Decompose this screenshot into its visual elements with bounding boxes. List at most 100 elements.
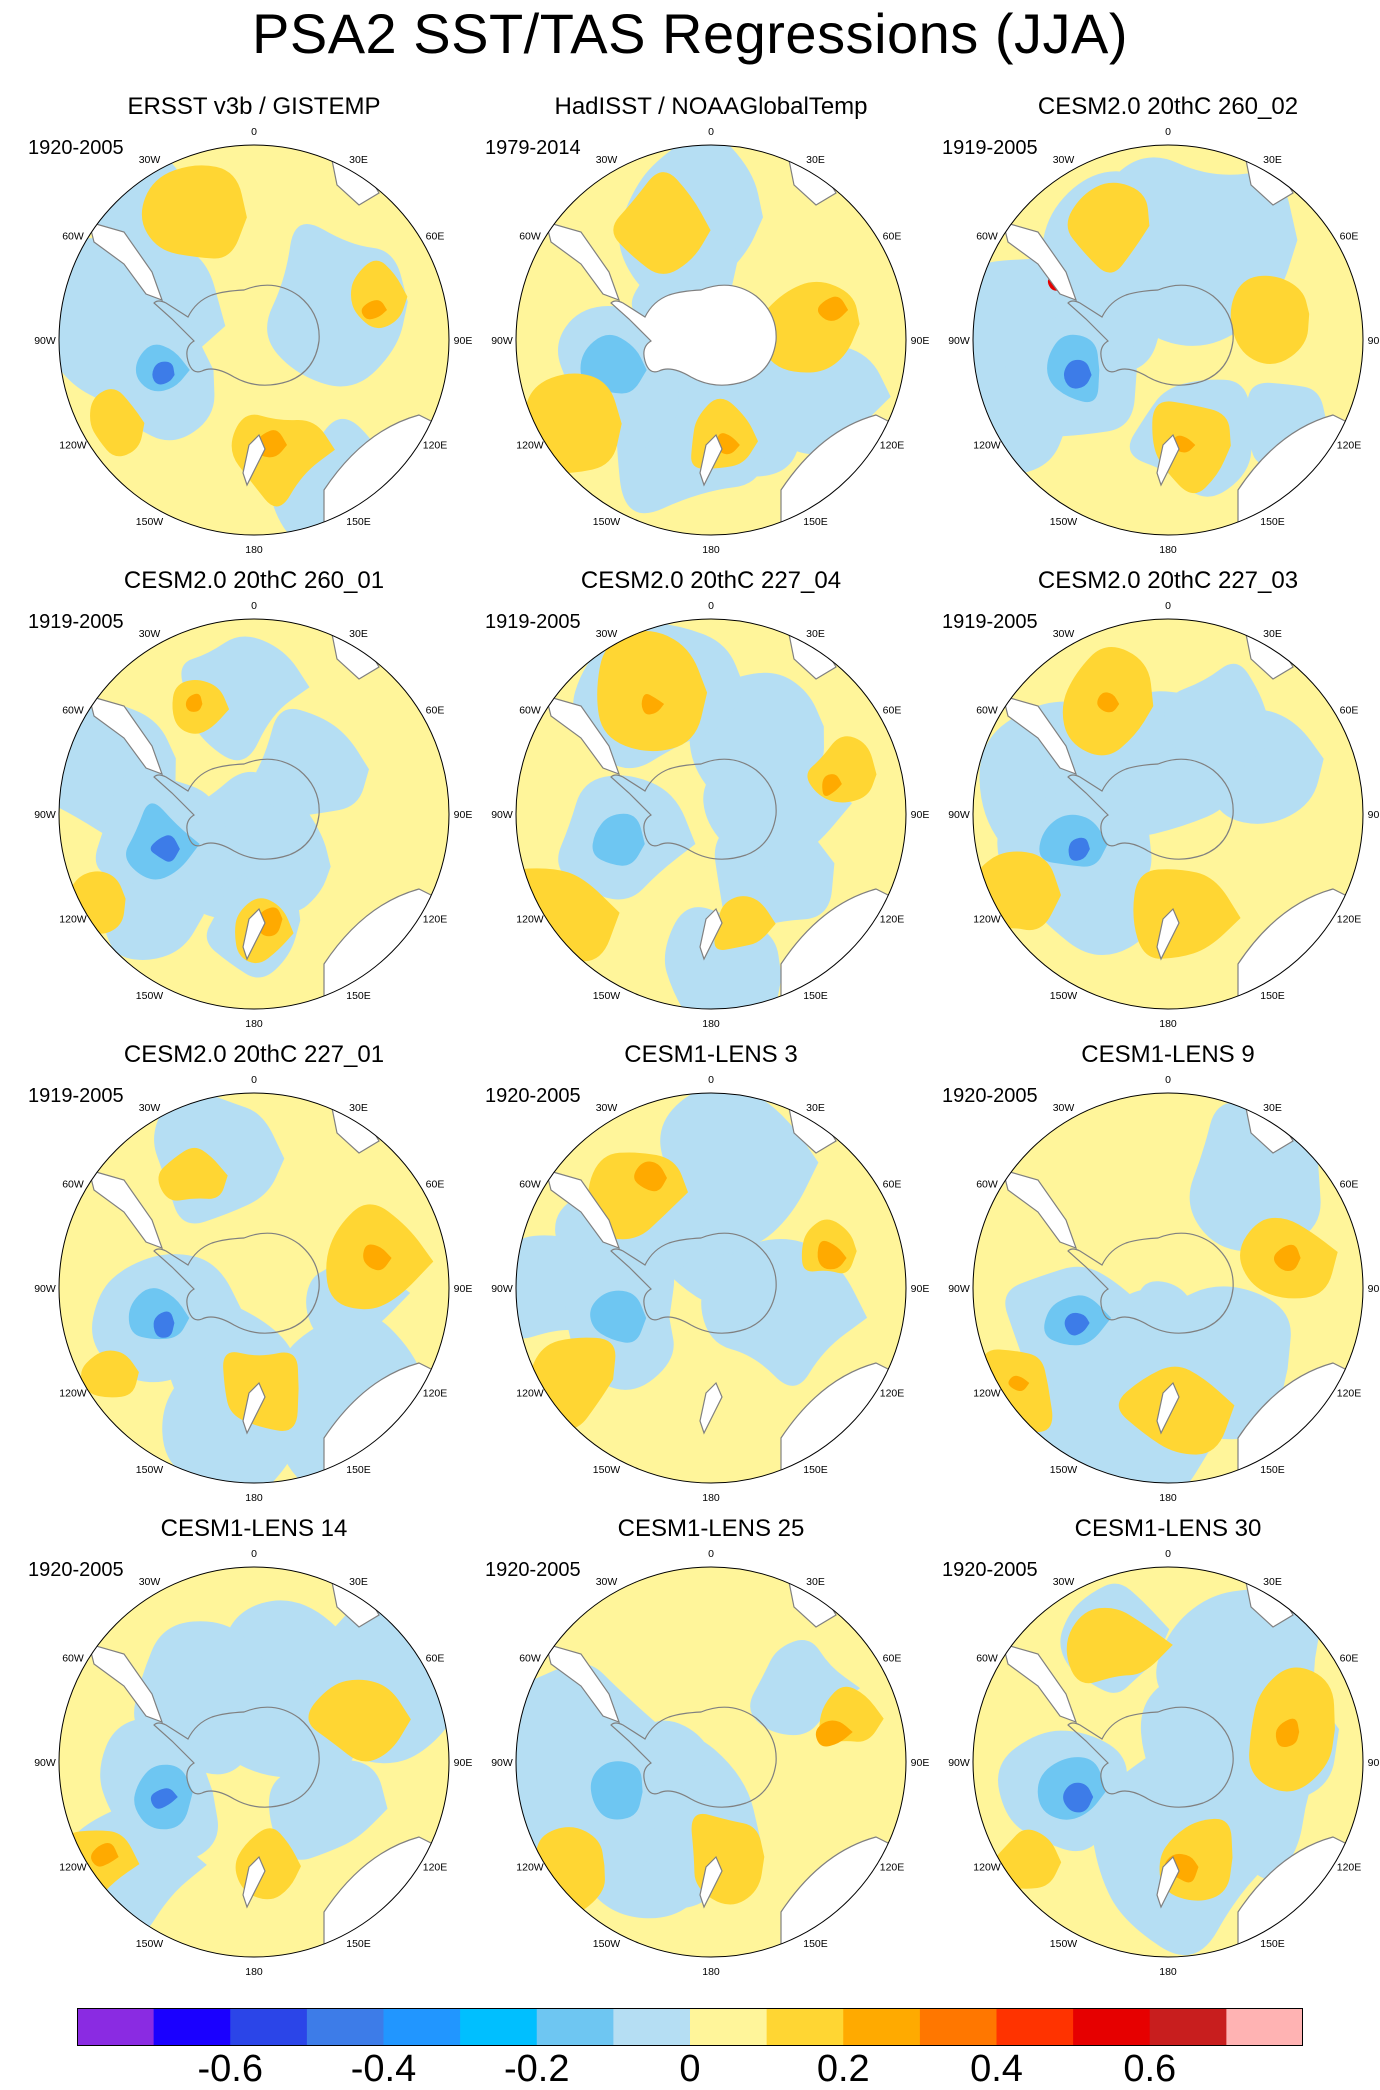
positive-anomaly-strong: [91, 1842, 119, 1867]
antarctica-coastline: [1067, 1232, 1234, 1334]
positive-anomaly-strong: [817, 296, 849, 321]
longitude-label: 30W: [1053, 1576, 1075, 1588]
figure-title: PSA2 SST/TAS Regressions (JJA): [252, 2, 1128, 65]
longitude-label: 60E: [1340, 231, 1359, 243]
longitude-label: 120W: [516, 914, 544, 926]
land-mass: [545, 1169, 620, 1250]
polar-map: CESM1-LENS 25 1920-2005 0 30E 60E 90E 120E 150E…: [485, 1515, 929, 1978]
longitude-label: 90E: [1368, 1757, 1380, 1769]
longitude-label: 60E: [1340, 1653, 1359, 1665]
panel-period: 1919-2005: [28, 611, 124, 633]
longitude-label: 90E: [454, 1283, 473, 1295]
negative-anomaly: [242, 803, 331, 912]
longitude-label: 90E: [1368, 335, 1380, 347]
colorbar-swatch: [1073, 2008, 1151, 2046]
longitude-label: 180: [702, 1966, 720, 1978]
map-field: [516, 1093, 906, 1483]
longitude-label: 90W: [948, 335, 970, 347]
panel-title: CESM1-LENS 30: [1075, 1515, 1262, 1542]
longitude-label: 60W: [519, 231, 541, 243]
land-mass: [699, 1381, 723, 1435]
panel-title: CESM2.0 20thC 227_04: [581, 567, 841, 594]
land-mass: [242, 433, 266, 487]
map-boundary: [58, 1092, 450, 1484]
longitude-label: 180: [1159, 1966, 1177, 1978]
colorbar-swatch: [690, 2008, 768, 2046]
longitude-label: 120E: [1337, 1388, 1362, 1400]
longitude-label: 30W: [1053, 1102, 1075, 1114]
longitude-label: 150E: [803, 516, 828, 528]
longitude-label: 30E: [1263, 628, 1282, 640]
longitude-label: 120W: [973, 440, 1001, 452]
longitude-label: 90E: [911, 1283, 930, 1295]
panel-period: 1920-2005: [28, 1559, 124, 1581]
panel-title: CESM1-LENS 14: [161, 1515, 348, 1542]
longitude-label: 30W: [596, 1102, 618, 1114]
positive-anomaly: [521, 373, 622, 474]
antarctica-coastline: [153, 1706, 320, 1808]
colorbar-swatch: [230, 2008, 308, 2046]
longitude-label: 0: [1165, 1074, 1171, 1086]
longitude-label: 0: [1165, 126, 1171, 138]
land-mass: [545, 1643, 620, 1724]
map-boundary: [58, 1566, 450, 1958]
longitude-label: 0: [251, 1548, 257, 1560]
negative-anomaly-core: [150, 835, 180, 862]
land-mass: [242, 907, 266, 961]
land-mass: [88, 221, 163, 302]
colorbar-tick-label: -0.4: [350, 2048, 417, 2090]
colorbar: [77, 2008, 1303, 2046]
map-panel: CESM2.0 20thC 260_01 1919-2005 0 30E 60E 90E 1…: [26, 562, 483, 1036]
longitude-label: 150E: [1260, 516, 1285, 528]
positive-anomaly-strong: [822, 774, 842, 796]
longitude-label: 120E: [880, 1862, 905, 1874]
colorbar-swatch: [996, 2008, 1074, 2046]
panel-title: CESM2.0 20thC 260_02: [1038, 93, 1298, 120]
negative-anomaly-core: [1063, 1782, 1094, 1813]
land-mass: [1156, 1381, 1180, 1435]
longitude-label: 60E: [1340, 1179, 1359, 1191]
longitude-label: 30W: [596, 1576, 618, 1588]
colorbar-swatch: [383, 2008, 461, 2046]
map-boundary: [972, 1566, 1364, 1958]
antarctica-coastline: [1067, 758, 1234, 860]
map-boundary: [972, 618, 1364, 1010]
longitude-label: 60E: [883, 1653, 902, 1665]
map-boundary: [515, 144, 907, 536]
longitude-label: 30E: [806, 628, 825, 640]
longitude-label: 150E: [346, 1938, 371, 1950]
panel-period: 1919-2005: [942, 137, 1038, 159]
longitude-label: 0: [708, 600, 714, 612]
longitude-label: 30W: [139, 1576, 161, 1588]
longitude-label: 150E: [1260, 1938, 1285, 1950]
longitude-label: 30E: [349, 628, 368, 640]
longitude-label: 90E: [454, 809, 473, 821]
longitude-label: 60W: [976, 1179, 998, 1191]
longitude-label: 180: [1159, 544, 1177, 556]
negative-anomaly-core: [1064, 1312, 1090, 1336]
longitude-label: 60W: [62, 1653, 84, 1665]
longitude-label: 150W: [136, 1938, 164, 1950]
longitude-label: 30W: [596, 628, 618, 640]
longitude-label: 60W: [976, 705, 998, 717]
longitude-label: 60E: [426, 231, 445, 243]
panel-period: 1919-2005: [28, 1085, 124, 1107]
longitude-label: 120W: [59, 1388, 87, 1400]
map-panel: CESM1-LENS 3 1920-2005 0 30E 60E 90E 120E 150E 1…: [483, 1036, 940, 1510]
positive-anomaly: [597, 631, 708, 752]
map-field: [59, 1093, 449, 1483]
panel-period: 1979-2014: [485, 137, 581, 159]
negative-anomaly-strong: [590, 1761, 643, 1820]
longitude-label: 30E: [1263, 154, 1282, 166]
antarctica-coastline: [1067, 1706, 1234, 1808]
longitude-label: 30E: [806, 1102, 825, 1114]
colorbar-swatch: [843, 2008, 921, 2046]
longitude-label: 60E: [883, 231, 902, 243]
longitude-label: 30W: [139, 628, 161, 640]
positive-anomaly-strong: [641, 694, 665, 715]
longitude-label: 150W: [593, 1938, 621, 1950]
panel-period: 1920-2005: [485, 1085, 581, 1107]
